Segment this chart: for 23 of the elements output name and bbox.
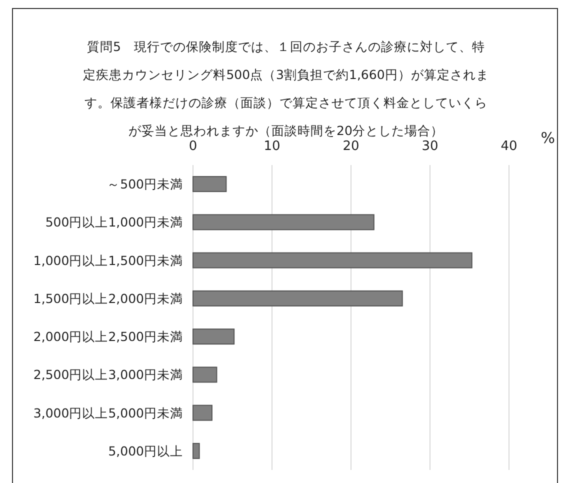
chart-title: 質問5 現行での保険制度では、１回のお子さんの診療に対して、特定疾患カウンセリング料500点（3割負担で約1,660円）が算定されます。保護者様だけの診療（面談）で算定させて頂く料金としていくらが妥当と思われますか（面談時間を20分とした場合） <box>83 39 489 138</box>
bar <box>192 290 403 306</box>
x-tick-label: 10 <box>264 139 280 154</box>
y-tick-label: 5,000円以上 <box>108 443 183 458</box>
x-tick-label: 20 <box>342 139 360 154</box>
bar <box>192 404 212 421</box>
y-tick-label: 1,000円以上1,500円未満 <box>33 252 183 268</box>
bar <box>192 176 227 192</box>
bar <box>192 328 235 345</box>
y-tick-label: 2,000円以上2,500円未満 <box>33 329 183 344</box>
bar <box>192 214 374 230</box>
x-tick-label: 30 <box>422 139 438 154</box>
y-tick-label: 3,000円以上5,000円未満 <box>33 405 183 420</box>
y-tick-label: ～500円未満 <box>107 176 183 192</box>
bar <box>192 442 200 459</box>
x-tick-label: 40 <box>500 139 518 154</box>
y-tick-label: 500円以上1,000円未満 <box>45 214 183 230</box>
x-tick-label: 0 <box>188 139 198 154</box>
y-tick-label: 1,500円以上2,000円未満 <box>33 290 183 306</box>
y-tick-label: 2,500円以上3,000円未満 <box>33 367 183 382</box>
x-axis-title: % <box>540 129 555 147</box>
bar <box>192 366 218 383</box>
bar <box>192 252 472 268</box>
